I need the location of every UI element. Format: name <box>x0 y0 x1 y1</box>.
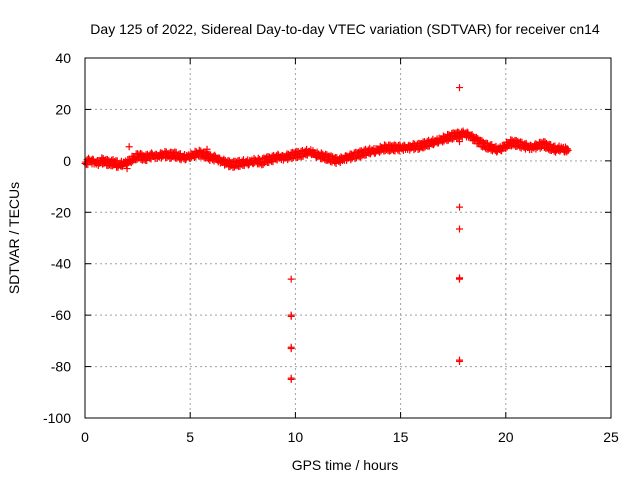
x-tick-label: 20 <box>498 429 514 445</box>
outlier-point <box>287 312 295 320</box>
data-point <box>335 157 343 165</box>
data-point <box>205 150 213 158</box>
data-points <box>81 84 572 383</box>
data-point <box>284 156 292 164</box>
y-tick-label: -80 <box>51 359 71 375</box>
y-tick-label: 20 <box>55 101 71 117</box>
outlier-point <box>123 165 131 173</box>
y-tick-label: -20 <box>51 204 71 220</box>
outlier-point <box>203 145 211 153</box>
outlier-point <box>456 225 464 233</box>
grid <box>85 58 611 418</box>
data-point <box>564 146 572 154</box>
y-axis-ticks: -100 -80 -60 -40 -20 0 20 40 <box>43 50 611 426</box>
outlier-point <box>563 148 571 156</box>
y-tick-label: -100 <box>43 410 71 426</box>
chart-title: Day 125 of 2022, Sidereal Day-to-day VTE… <box>90 21 600 37</box>
x-tick-label: 0 <box>81 429 89 445</box>
data-point <box>127 159 135 167</box>
y-tick-label: -40 <box>51 256 71 272</box>
outlier-point <box>287 345 295 353</box>
y-axis-label: SDTVAR / TECUs <box>6 182 22 294</box>
x-tick-label: 15 <box>393 429 409 445</box>
outlier-point <box>456 138 464 146</box>
x-axis-ticks: 0 5 10 15 20 25 <box>81 58 619 445</box>
y-tick-label: 0 <box>63 153 71 169</box>
outlier-point <box>125 143 133 151</box>
outlier-point <box>456 84 464 92</box>
outlier-point <box>287 375 295 383</box>
outlier-point <box>456 357 464 365</box>
data-point <box>502 145 510 153</box>
outlier-point <box>117 162 125 170</box>
outlier-point <box>456 203 464 211</box>
data-point <box>186 155 194 163</box>
plot-frame <box>84 57 612 419</box>
outlier-point <box>113 163 121 171</box>
x-axis-label: GPS time / hours <box>292 457 399 473</box>
x-tick-label: 5 <box>186 429 194 445</box>
y-tick-label: 40 <box>55 50 71 66</box>
outlier-point <box>456 275 464 283</box>
x-tick-label: 25 <box>603 429 619 445</box>
outlier-point <box>287 275 295 283</box>
x-tick-label: 10 <box>288 429 304 445</box>
data-point <box>347 156 355 164</box>
y-tick-label: -60 <box>51 307 71 323</box>
